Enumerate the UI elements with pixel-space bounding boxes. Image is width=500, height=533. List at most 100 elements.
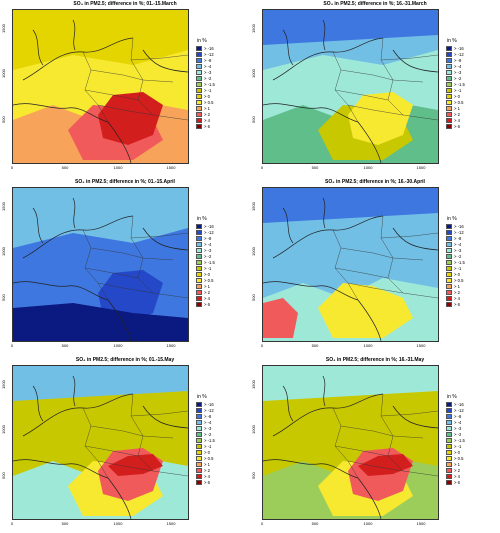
x-tick-label: 0: [260, 521, 264, 526]
legend-swatch: [446, 235, 452, 241]
legend-swatch: [196, 413, 202, 419]
legend-label: > 6: [454, 301, 460, 307]
legend-swatch: [196, 431, 202, 437]
coastline: [282, 207, 294, 244]
x-tick-label: 1000: [363, 521, 373, 526]
legend-title: in %: [197, 38, 207, 44]
legend-label: > 6: [204, 123, 210, 129]
legend-item: > 2: [196, 111, 215, 117]
legend-item: > 1: [446, 105, 465, 111]
legend-swatch: [446, 223, 452, 229]
legend-swatch: [196, 283, 202, 289]
legend-swatch: [196, 247, 202, 253]
y-tick-label: 1000: [1, 425, 6, 434]
y-tick-label: 1500: [1, 380, 6, 389]
legend-label: > 2: [204, 111, 210, 117]
legend-swatch: [446, 105, 452, 111]
legend-label: > 0.5: [204, 99, 214, 105]
legend-item: > -2: [196, 75, 215, 81]
legend-swatch: [196, 235, 202, 241]
coastlines-borders: [263, 375, 438, 519]
legend-swatch: [196, 45, 202, 51]
map-svg: [263, 10, 438, 163]
legend-label: > -12: [204, 407, 214, 413]
coastline: [282, 385, 294, 422]
y-tick-label: 1000: [1, 247, 6, 256]
legend-label: > -3: [454, 247, 462, 253]
panel-title: SO₄ in PM2.5; difference in %; 01.-15.Ma…: [73, 1, 177, 7]
legend-swatch: [196, 407, 202, 413]
legend-label: > -3: [454, 69, 462, 75]
legend-label: > 6: [204, 479, 210, 485]
map-panel-1: SO₄ in PM2.5; difference in %; 01.-15.Ma…: [0, 0, 250, 177]
x-tick-label: 1000: [113, 165, 123, 170]
y-tick-label: 1000: [251, 69, 256, 78]
country-border: [84, 267, 139, 279]
legend-item: > 2: [196, 467, 215, 473]
y-tick-label: 1500: [251, 24, 256, 33]
legend-swatch: [196, 437, 202, 443]
legend-label: > -1.5: [204, 259, 215, 265]
legend-label: > -1.5: [204, 81, 215, 87]
map-panel-3: SO₄ in PM2.5; difference in %; 01.-15.Ap…: [0, 178, 250, 355]
legend-label: > -16: [204, 45, 214, 51]
legend-swatch: [196, 93, 202, 99]
country-border: [97, 104, 188, 121]
x-tick-label: 0: [260, 343, 264, 348]
legend-item: > -12: [196, 407, 215, 413]
coastline: [107, 299, 132, 341]
legend-label: > -12: [204, 229, 214, 235]
legend-swatch: [196, 87, 202, 93]
country-border: [340, 425, 424, 439]
legend-swatch: [446, 253, 452, 259]
coastline: [13, 459, 109, 479]
legend-title: in %: [447, 38, 457, 44]
concentration-zone: [263, 366, 438, 401]
legend-label: > -4: [204, 419, 212, 425]
legend-label: > 1: [454, 283, 460, 289]
concentration-zone: [263, 188, 438, 223]
x-tick-label: 1500: [166, 521, 176, 526]
legend-item: > 0: [196, 271, 215, 277]
map-svg: [13, 188, 188, 341]
legend-item: > 2: [446, 467, 465, 473]
legend-label: > -4: [204, 63, 212, 69]
country-border: [90, 425, 174, 439]
legend-label: > -1: [454, 265, 462, 271]
map-svg: [263, 188, 438, 341]
coastline: [322, 19, 326, 51]
country-border: [340, 69, 424, 83]
legend-item: > 2: [196, 289, 215, 295]
legend-swatch: [446, 289, 452, 295]
legend-label: > 2: [204, 467, 210, 473]
legend-item: > -2: [446, 431, 465, 437]
legend-swatch: [446, 479, 452, 485]
coastline: [22, 215, 134, 259]
legend-item: > 0.5: [196, 455, 215, 461]
coastline: [263, 281, 359, 301]
y-tick-label: 1000: [251, 247, 256, 256]
concentration-zone: [98, 92, 163, 145]
coastline: [272, 215, 384, 259]
legend-label: > 4: [204, 117, 210, 123]
y-tick-label: 500: [251, 294, 256, 301]
legend-item: > 4: [196, 117, 215, 123]
x-tick-label: 500: [311, 521, 319, 526]
map-panel-6: SO₄ in PM2.5; difference in %; 16.-31.Ma…: [250, 356, 500, 533]
legend-item: > -8: [196, 413, 215, 419]
concentration-zone: [348, 92, 413, 145]
legend-swatch: [446, 301, 452, 307]
concentration-zone: [98, 270, 163, 323]
legend-label: > 0: [204, 271, 210, 277]
legend-item: > 4: [446, 117, 465, 123]
legend-label: > 0.5: [454, 277, 464, 283]
coastline: [22, 37, 134, 81]
legend-item: > 1: [196, 461, 215, 467]
legend-swatch: [196, 223, 202, 229]
coastlines-borders: [13, 197, 188, 341]
legend-item: > -3: [196, 425, 215, 431]
legend-swatch: [446, 407, 452, 413]
coastlines-borders: [263, 19, 438, 163]
legend-swatch: [196, 271, 202, 277]
map-panel-4: SO₄ in PM2.5; difference in %; 16.-30.Ap…: [250, 178, 500, 355]
